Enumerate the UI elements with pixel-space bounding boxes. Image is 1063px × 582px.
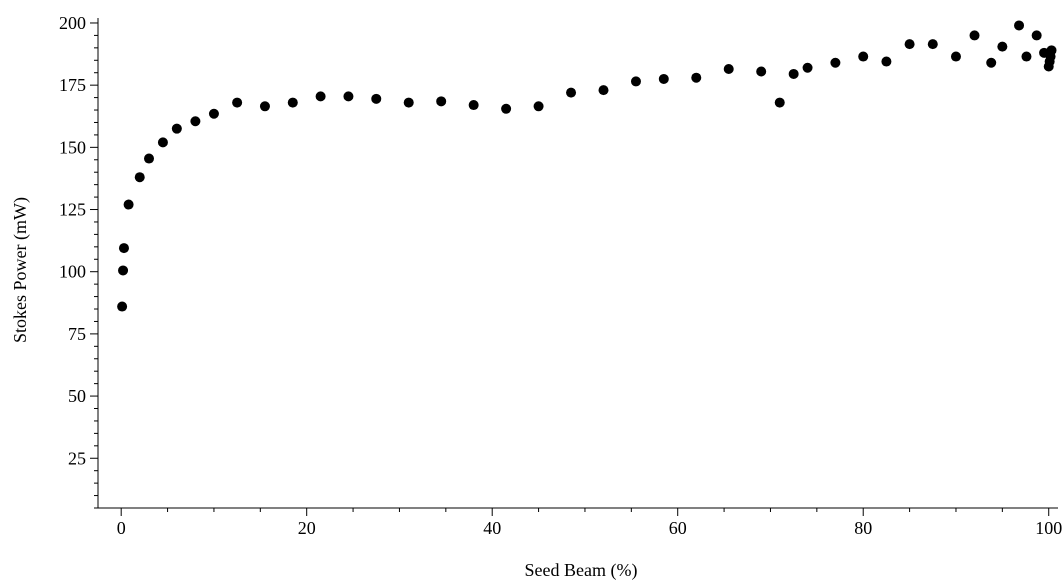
data-point — [986, 57, 997, 68]
y-tick-label: 125 — [59, 200, 86, 220]
data-point — [630, 76, 641, 87]
x-tick-label: 40 — [483, 518, 501, 538]
data-point — [756, 66, 767, 77]
data-point — [927, 39, 938, 50]
data-point — [144, 153, 155, 164]
data-point — [232, 97, 243, 108]
x-axis-title: Seed Beam (%) — [525, 560, 638, 581]
data-point — [950, 51, 961, 62]
x-tick-label: 60 — [669, 518, 687, 538]
axes: 0 20 40 60 80 100 25 50 75 100 125 150 175 200 — [59, 13, 1062, 538]
x-tick-label: 100 — [1035, 518, 1062, 538]
data-point — [691, 72, 702, 83]
data-point — [1014, 20, 1025, 31]
y-tick-label: 50 — [68, 386, 86, 406]
data-point — [830, 57, 841, 68]
data-point — [117, 301, 128, 312]
data-point — [287, 97, 298, 108]
data-point — [802, 62, 813, 73]
data-point — [533, 101, 544, 112]
data-point — [371, 93, 382, 104]
data-point — [118, 265, 129, 276]
x-tick-label: 80 — [854, 518, 872, 538]
data-point — [315, 91, 326, 102]
data-point — [468, 100, 479, 111]
data-point — [598, 85, 609, 96]
data-point — [723, 63, 734, 74]
y-tick-label: 25 — [68, 448, 86, 468]
data-point — [403, 97, 414, 108]
data-point — [134, 172, 145, 183]
data-point — [1031, 30, 1042, 41]
data-point — [118, 243, 129, 254]
y-axis-title: Stokes Power (mW) — [10, 197, 31, 343]
data-point — [436, 96, 447, 107]
y-tick-label: 75 — [68, 324, 86, 344]
y-tick-label: 150 — [59, 137, 86, 157]
data-point — [774, 97, 785, 108]
data-point — [904, 39, 915, 50]
y-tick-label: 100 — [59, 262, 86, 282]
data-point — [157, 137, 168, 148]
data-point — [997, 41, 1008, 52]
data-point — [858, 51, 869, 62]
x-tick-label: 20 — [298, 518, 316, 538]
y-tick-label: 200 — [59, 13, 86, 33]
data-point — [190, 116, 201, 127]
data-point — [208, 108, 219, 119]
data-point — [566, 87, 577, 98]
data-point — [123, 199, 134, 210]
data-point — [171, 123, 182, 134]
data-points — [117, 20, 1057, 312]
data-point — [1046, 45, 1057, 56]
data-point — [343, 91, 354, 102]
data-point — [969, 30, 980, 41]
data-point — [788, 68, 799, 79]
x-tick-label: 0 — [117, 518, 126, 538]
data-point — [881, 56, 892, 67]
data-point — [259, 101, 270, 112]
y-tick-label: 175 — [59, 75, 86, 95]
data-point — [1021, 51, 1032, 62]
data-point — [658, 73, 669, 84]
data-point — [501, 103, 512, 114]
